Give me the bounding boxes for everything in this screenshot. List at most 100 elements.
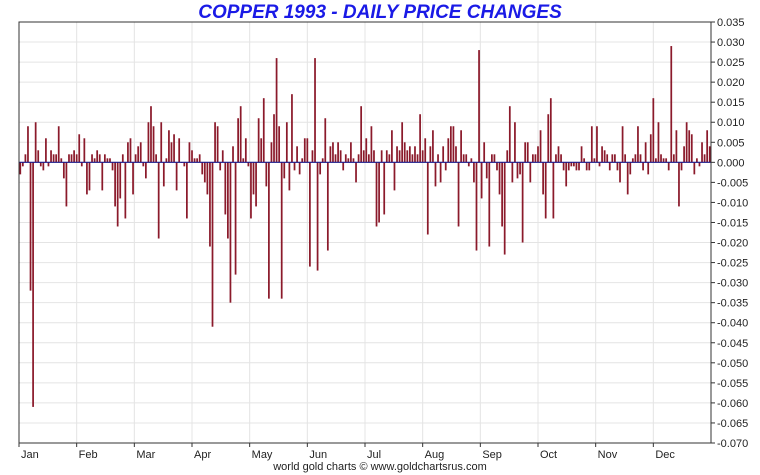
price-change-bar bbox=[244, 138, 247, 163]
price-change-bar bbox=[626, 162, 629, 195]
x-tick-label-feb: Feb bbox=[79, 449, 98, 461]
price-change-bar bbox=[475, 162, 478, 251]
price-change-bar bbox=[706, 130, 709, 163]
price-change-bar bbox=[70, 154, 73, 163]
price-change-bar bbox=[491, 154, 493, 163]
price-change-bar bbox=[570, 162, 573, 167]
price-change-bar bbox=[316, 162, 319, 271]
price-change-bar bbox=[206, 162, 209, 195]
y-tick-label: 0.005 bbox=[717, 137, 745, 149]
price-change-bar bbox=[555, 154, 557, 163]
y-tick-label: -0.035 bbox=[717, 298, 748, 310]
price-change-bar bbox=[83, 138, 86, 163]
price-change-bar bbox=[644, 142, 647, 163]
price-change-bar bbox=[119, 162, 122, 199]
price-change-bar bbox=[660, 154, 662, 163]
price-change-bar bbox=[362, 150, 365, 163]
price-change-bar bbox=[60, 158, 63, 163]
y-tick-label: 0.020 bbox=[717, 77, 745, 89]
price-change-bar bbox=[621, 126, 624, 163]
price-change-bar bbox=[529, 162, 532, 183]
price-change-bar bbox=[191, 150, 193, 163]
x-tick-label-jun: Jun bbox=[309, 449, 327, 461]
price-change-bar bbox=[42, 162, 45, 171]
x-tick-label-jul: Jul bbox=[367, 449, 381, 461]
x-tick-label-mar: Mar bbox=[136, 449, 155, 461]
price-change-bar bbox=[183, 162, 186, 167]
price-change-bar bbox=[237, 118, 239, 163]
x-tick-label-oct: Oct bbox=[540, 449, 557, 461]
price-change-bar bbox=[688, 130, 691, 163]
price-change-bar bbox=[255, 162, 257, 207]
price-change-bar bbox=[455, 146, 457, 163]
price-change-bar bbox=[139, 142, 142, 163]
price-change-bar bbox=[350, 142, 352, 163]
price-change-bar bbox=[470, 158, 473, 163]
price-change-bar bbox=[480, 162, 483, 199]
price-change-bar bbox=[532, 154, 534, 163]
price-change-bar bbox=[629, 162, 632, 175]
x-tick-label-apr: Apr bbox=[194, 449, 211, 461]
price-change-bar bbox=[152, 126, 155, 163]
price-change-bar bbox=[68, 154, 70, 163]
price-change-bar bbox=[175, 162, 178, 191]
y-axis: 0.035 0.030 0.025 0.020 0.015 0.010 0.005 0.000… bbox=[711, 17, 748, 450]
price-change-bar bbox=[383, 162, 386, 215]
price-change-bar bbox=[703, 154, 706, 163]
price-change-bar bbox=[298, 162, 301, 175]
price-change-bar bbox=[485, 162, 488, 179]
price-change-bar bbox=[193, 158, 196, 163]
price-change-bar bbox=[34, 122, 37, 163]
price-change-bar bbox=[311, 150, 314, 163]
price-change-bar bbox=[342, 162, 345, 171]
price-change-bar bbox=[344, 154, 347, 163]
price-change-bar bbox=[501, 162, 503, 227]
price-change-bar bbox=[137, 146, 140, 163]
y-tick-label: -0.015 bbox=[717, 217, 748, 229]
price-change-bar bbox=[147, 122, 150, 163]
price-change-bar bbox=[562, 162, 565, 171]
y-tick-label: 0.000 bbox=[717, 157, 745, 169]
price-change-bar bbox=[416, 154, 419, 163]
price-change-bar bbox=[265, 162, 268, 187]
price-change-bar bbox=[631, 158, 634, 163]
price-change-bar bbox=[378, 162, 380, 223]
x-tick-label-aug: Aug bbox=[425, 449, 445, 461]
price-change-bar bbox=[388, 154, 391, 163]
price-change-bar bbox=[657, 122, 660, 163]
price-change-bar bbox=[73, 150, 75, 163]
price-change-bar bbox=[293, 162, 296, 171]
y-tick-label: 0.030 bbox=[717, 37, 745, 49]
price-change-bar bbox=[268, 162, 270, 299]
y-tick-label: -0.070 bbox=[717, 438, 748, 450]
price-change-bar bbox=[442, 146, 445, 163]
price-change-bar bbox=[324, 118, 327, 163]
price-change-bar bbox=[511, 162, 514, 183]
price-change-bar bbox=[549, 98, 552, 163]
price-change-bar bbox=[462, 154, 465, 163]
price-change-bar bbox=[257, 118, 260, 163]
price-change-bar bbox=[278, 126, 281, 163]
price-change-bar bbox=[203, 162, 206, 183]
price-change-bar bbox=[593, 158, 596, 163]
price-change-bar bbox=[80, 162, 83, 167]
x-tick-label-dec: Dec bbox=[655, 449, 675, 461]
price-change-bar bbox=[437, 154, 439, 163]
price-change-bar bbox=[78, 134, 81, 163]
price-change-bar bbox=[537, 146, 539, 163]
price-change-bar bbox=[209, 162, 211, 247]
price-change-bar bbox=[314, 58, 316, 163]
price-change-bar bbox=[211, 162, 214, 327]
price-change-bar bbox=[403, 142, 406, 163]
price-change-bar bbox=[365, 138, 368, 163]
price-change-bar bbox=[406, 150, 409, 163]
y-tick-label: 0.035 bbox=[717, 17, 745, 29]
price-change-bar bbox=[52, 154, 55, 163]
price-change-bar bbox=[150, 106, 152, 163]
price-change-bar bbox=[391, 130, 393, 163]
price-change-bar bbox=[288, 162, 291, 191]
price-change-bar bbox=[50, 150, 52, 163]
x-axis: Jan Feb Mar Apr May Jun Jul Aug Sep Oct Nov Dec bbox=[18, 443, 675, 461]
price-change-bar bbox=[496, 162, 498, 171]
